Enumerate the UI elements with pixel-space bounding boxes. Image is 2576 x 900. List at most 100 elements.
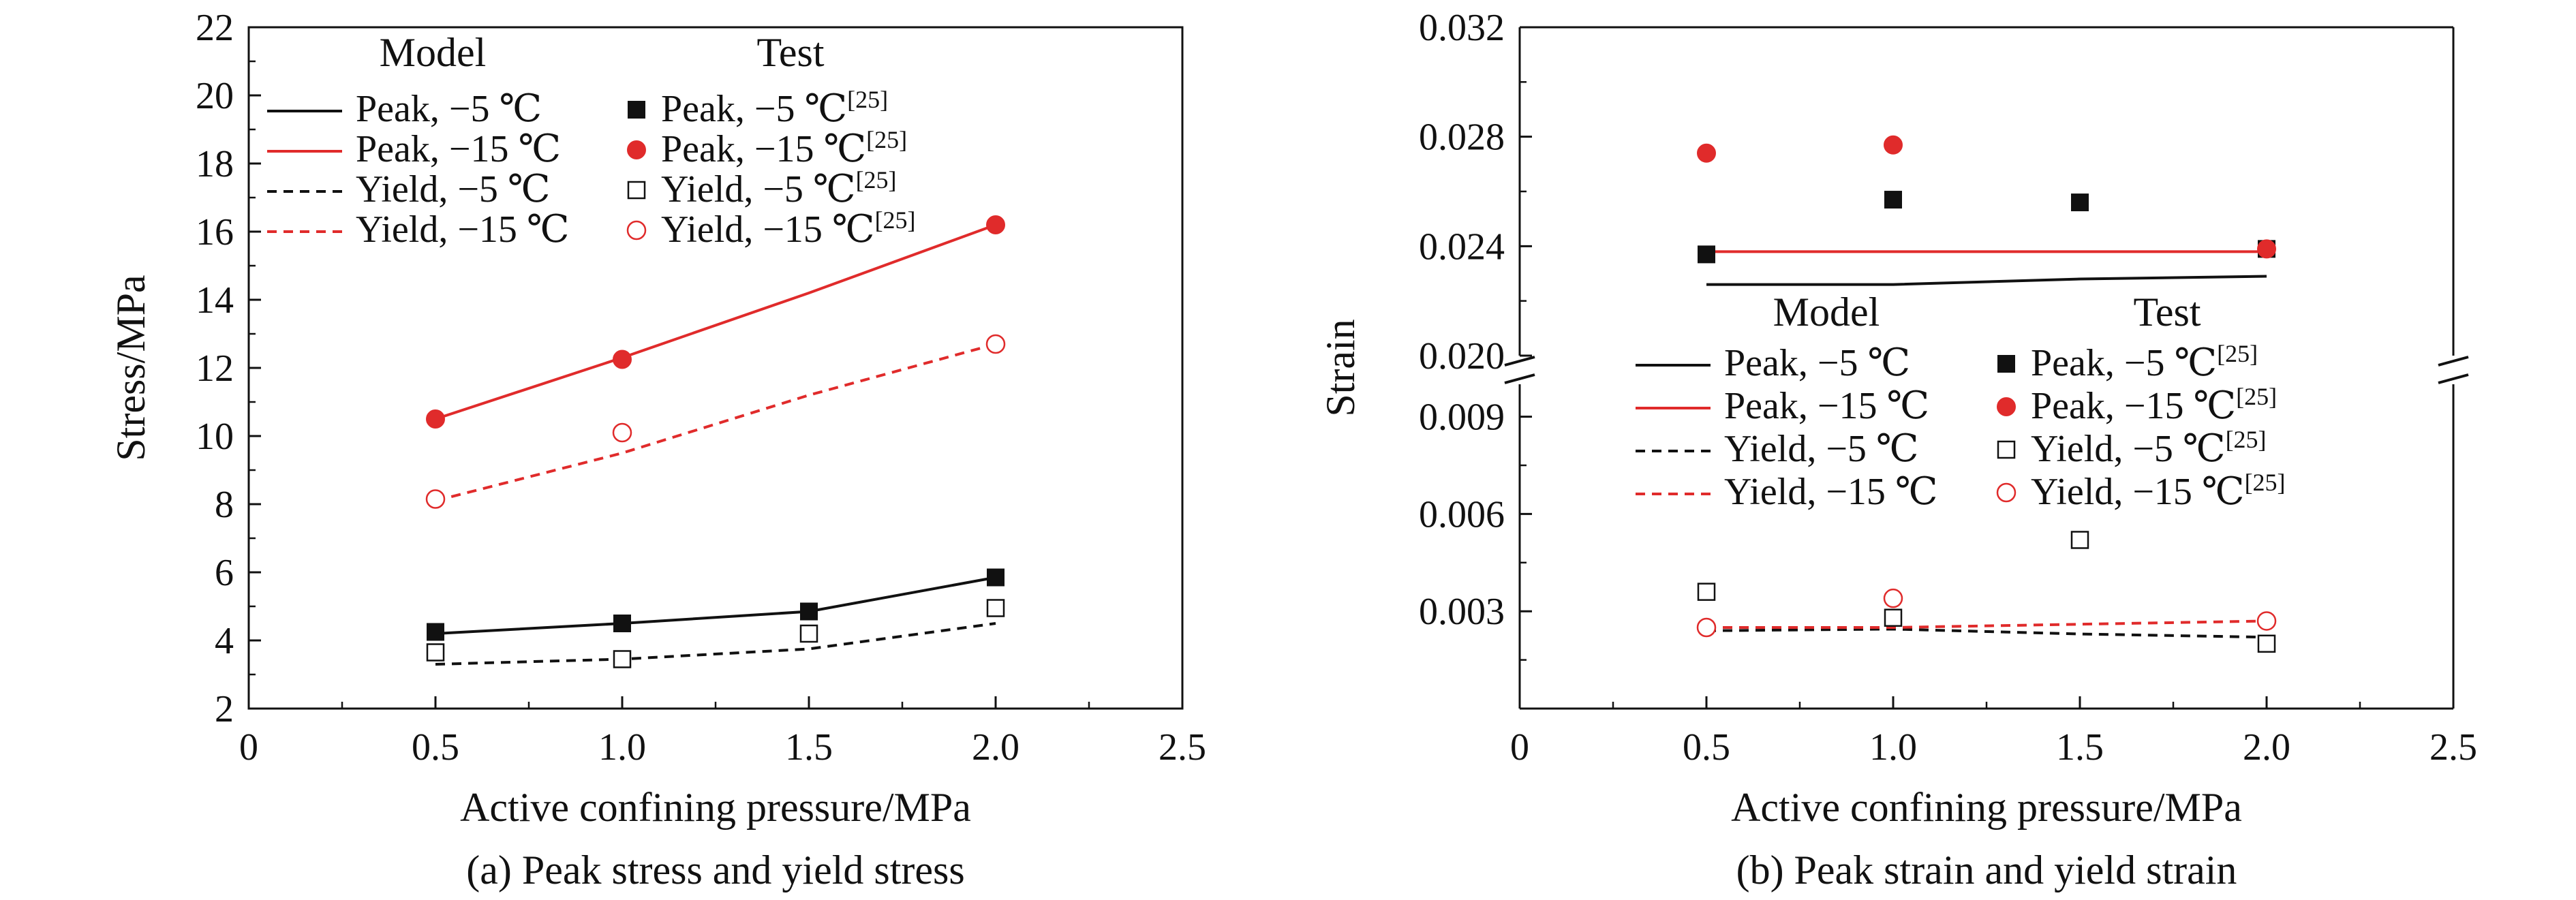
- test-data-point: [1697, 143, 1716, 163]
- y-tick-label: 2: [215, 688, 234, 730]
- tick-marks: [247, 26, 1184, 710]
- legend-test-entries: Peak, −5 ℃[25]Peak, −15 ℃[25]Yield, −5 ℃…: [1996, 340, 2286, 513]
- test-data-point: [1883, 588, 1903, 608]
- y-tick-label: 0.009: [1419, 397, 1505, 439]
- legend-test-label: Yield, −5 ℃[25]: [2031, 426, 2267, 470]
- test-data-point: [612, 422, 632, 443]
- legend-test-marker: [626, 220, 647, 240]
- y-tick-label: 12: [196, 347, 234, 390]
- y-tick-label: 18: [196, 143, 234, 185]
- legend-test-marker: [1997, 440, 2016, 459]
- test-data-point: [2257, 634, 2276, 653]
- model-line-peak: [435, 576, 996, 635]
- legend-model-label: Yield, −5 ℃: [1724, 428, 1919, 470]
- y-tick-label: 22: [196, 7, 234, 49]
- legend-model-label: Yield, −5 ℃: [356, 168, 551, 211]
- x-tick-label: 2.5: [2429, 726, 2477, 769]
- x-tick-label: 1.5: [2056, 726, 2104, 769]
- legend-heading-test: Test: [756, 30, 824, 75]
- panel-b-strain-chart: 0 0.5 1.0 1.5 2.0 2.5 0.0030.0060.0090.0200.0…: [1318, 7, 2477, 893]
- legend-test-marker: [628, 101, 645, 119]
- x-axis-title: Active confining pressure/MPa: [1731, 785, 2242, 830]
- test-data-point: [986, 215, 1005, 234]
- y-tick-labels: 2 4 6 8 10 12 14 16 18 20 22: [196, 7, 234, 730]
- model-line-peak: [435, 223, 996, 420]
- legend-test-entries: Peak, −5 ℃[25]Peak, −15 ℃[25]Yield, −5 ℃…: [626, 86, 916, 251]
- test-data-point: [800, 602, 818, 621]
- x-tick-label: 0.5: [412, 726, 459, 769]
- test-data-point: [425, 489, 446, 509]
- x-tick-label: 2.0: [972, 726, 1019, 769]
- model-series: [435, 223, 996, 666]
- y-tick-labels: 0.003 0.006 0.009 0.020 0.024 0.028 0.032: [1419, 7, 1505, 633]
- legend-test-label: Yield, −15 ℃[25]: [2031, 469, 2286, 513]
- legend-model-label: Peak, −15 ℃: [356, 128, 561, 170]
- test-data-point: [426, 643, 445, 662]
- test-data-point: [613, 350, 632, 369]
- legend-test-label: Peak, −15 ℃[25]: [2031, 383, 2277, 427]
- y-tick-label: 4: [215, 620, 234, 662]
- legend-model-label: Peak, −5 ℃: [356, 88, 542, 130]
- test-data-point: [426, 409, 445, 429]
- legend-heading-model: Model: [380, 30, 487, 75]
- test-data-point: [985, 334, 1006, 354]
- test-data-point: [2256, 611, 2277, 631]
- y-tick-label: 8: [215, 484, 234, 526]
- test-data-point: [1884, 191, 1902, 209]
- test-data-point: [427, 623, 444, 641]
- y-tick-label: 16: [196, 211, 234, 253]
- y-tick-label: 0.003: [1419, 591, 1505, 633]
- legend-model-label: Peak, −15 ℃: [1724, 385, 1929, 427]
- x-tick-label: 2.5: [1159, 726, 1206, 769]
- axis-break-left: [1504, 356, 1535, 384]
- y-tick-label: 14: [196, 279, 234, 322]
- x-tick-label: 2.0: [2243, 726, 2290, 769]
- tick-marks: [1518, 26, 2455, 709]
- x-tick-label: 0: [1510, 726, 1529, 769]
- x-tick-label: 1.5: [785, 726, 833, 769]
- legend-test-marker: [1997, 355, 2015, 373]
- chart-caption: (b) Peak strain and yield strain: [1736, 848, 2237, 893]
- x-tick-labels: 0 0.5 1.0 1.5 2.0 2.5: [1510, 726, 2477, 769]
- y-tick-label: 0.028: [1419, 117, 1505, 159]
- test-data-point: [1696, 617, 1717, 638]
- test-data-point: [1698, 245, 1715, 264]
- test-data-point: [1884, 135, 1903, 155]
- test-data-point: [1884, 608, 1903, 627]
- x-tick-label: 0.5: [1683, 726, 1730, 769]
- x-tick-label: 1.0: [1869, 726, 1917, 769]
- legend-test-label: Yield, −15 ℃[25]: [661, 206, 916, 251]
- panel-a-stress-chart: 0 0.5 1.0 1.5 2.0 2.5 2 4 6 8 10 12 14 16 18 20 22 Acti…: [108, 7, 1206, 893]
- legend-model-label: Yield, −15 ℃: [1724, 471, 1938, 513]
- test-data-point: [2071, 193, 2089, 212]
- y-tick-label: 0.006: [1419, 493, 1505, 536]
- y-axis-title: Strain: [1318, 319, 1363, 416]
- model-line-yield: [435, 622, 996, 666]
- y-tick-label: 10: [196, 416, 234, 458]
- test-data-point: [2070, 531, 2089, 549]
- y-tick-label: 0.032: [1419, 7, 1505, 49]
- y-tick-label: 6: [215, 552, 234, 594]
- x-tick-labels: 0 0.5 1.0 1.5 2.0 2.5: [239, 726, 1206, 769]
- y-axis-title: Stress/MPa: [108, 275, 153, 461]
- legend-heading-test: Test: [2133, 290, 2201, 335]
- legend-model-label: Yield, −15 ℃: [356, 208, 570, 251]
- test-data-point: [613, 650, 632, 668]
- model-line-yield: [1706, 619, 2267, 629]
- legend-test-label: Peak, −15 ℃[25]: [661, 126, 907, 170]
- x-tick-label: 1.0: [598, 726, 646, 769]
- chart-caption: (a) Peak stress and yield stress: [466, 848, 964, 893]
- test-data-point: [1697, 583, 1716, 601]
- model-line-yield: [1706, 627, 2267, 639]
- y-tick-label: 0.020: [1419, 335, 1505, 377]
- y-tick-label: 0.024: [1419, 226, 1505, 268]
- axis-break-right: [2438, 356, 2469, 384]
- test-data-point: [987, 568, 1005, 587]
- legend-heading-model: Model: [1773, 290, 1880, 335]
- legend-test-marker: [627, 140, 646, 159]
